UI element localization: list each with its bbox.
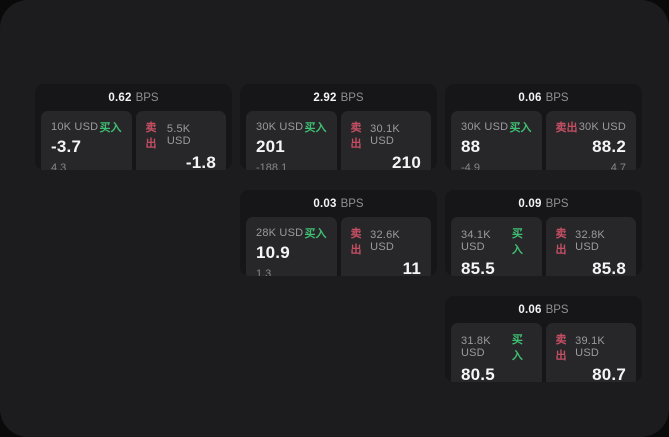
bps-value: 2.92 [313, 91, 337, 104]
pane-row: 28K USD 买入 10.9 1.3 卖出 32.6K USD 11 -1.8 [246, 217, 431, 276]
sell-price: -1.8 [185, 153, 216, 170]
sell-price: 85.8 [592, 259, 626, 276]
sell-pane-top: 卖出 32.8K USD [556, 225, 627, 257]
sell-pane-top: 卖出 39.1K USD [556, 331, 627, 363]
quote-card: 0.03 BPS 28K USD 买入 10.9 1.3 卖出 32.6K US… [240, 190, 437, 276]
bps-unit: BPS [340, 91, 364, 104]
buy-price: -3.7 [51, 137, 82, 156]
buy-pane[interactable]: 30K USD 买入 201 -188.1 [246, 111, 337, 170]
sell-side-label: 卖出 [555, 228, 567, 256]
buy-delta: -188.1 [256, 162, 288, 170]
card-header: 0.03 BPS [246, 190, 431, 217]
sell-pane-top: 卖出 30K USD [556, 119, 627, 135]
sell-price: 11 [402, 259, 421, 276]
card-header: 0.06 BPS [451, 84, 636, 111]
bps-value: 0.06 [518, 303, 542, 316]
buy-pane[interactable]: 31.8K USD 买入 80.5 -10.8 [451, 323, 542, 382]
buy-side-label: 买入 [509, 122, 532, 134]
quote-card: 0.06 BPS 30K USD 买入 88 -4.9 卖出 30K USD 8… [445, 84, 642, 170]
pane-row: 30K USD 买入 201 -188.1 卖出 30.1K USD 210 1… [246, 111, 431, 170]
buy-amount: 34.1K USD [461, 229, 491, 253]
sell-pane-top: 卖出 32.6K USD [351, 225, 422, 257]
buy-delta: 4.3 [51, 162, 67, 170]
bps-unit: BPS [545, 91, 569, 104]
buy-price: 88 [461, 137, 481, 156]
sell-amount: 39.1K USD [575, 335, 605, 359]
sell-side-label: 卖出 [145, 122, 157, 150]
bps-unit: BPS [545, 303, 569, 316]
sell-pane-top: 卖出 30.1K USD [351, 119, 422, 151]
sell-delta: 4.7 [610, 162, 626, 170]
quote-card: 2.92 BPS 30K USD 买入 201 -188.1 卖出 30.1K … [240, 84, 437, 170]
buy-pane-top: 31.8K USD 买入 [461, 331, 532, 363]
buy-amount: 30K USD [461, 121, 509, 133]
card-header: 2.92 BPS [246, 84, 431, 111]
buy-pane-top: 28K USD 买入 [256, 225, 327, 241]
buy-delta: -4.9 [461, 162, 480, 170]
buy-amount: 31.8K USD [461, 335, 491, 359]
pane-row: 30K USD 买入 88 -4.9 卖出 30K USD 88.2 4.7 [451, 111, 636, 170]
buy-price: 201 [256, 137, 285, 156]
sell-pane-top: 卖出 5.5K USD [146, 119, 217, 151]
buy-pane-top: 30K USD 买入 [461, 119, 532, 135]
sell-amount: 5.5K USD [166, 123, 191, 147]
buy-pane[interactable]: 10K USD 买入 -3.7 4.3 [41, 111, 132, 170]
quote-card: 0.06 BPS 31.8K USD 买入 80.5 -10.8 卖出 39.1… [445, 296, 642, 382]
buy-pane-top: 10K USD 买入 [51, 119, 122, 135]
bps-value: 0.62 [108, 91, 132, 104]
buy-pane-top: 34.1K USD 买入 [461, 225, 532, 257]
bps-value: 0.09 [518, 197, 542, 210]
buy-side-label: 买入 [304, 228, 327, 240]
buy-pane[interactable]: 34.1K USD 买入 85.5 -3.1 [451, 217, 542, 276]
sell-amount: 32.8K USD [575, 229, 605, 253]
quote-card: 0.62 BPS 10K USD 买入 -3.7 4.3 卖出 5.5K USD… [35, 84, 232, 170]
sell-price: 80.7 [592, 365, 626, 382]
sell-pane[interactable]: 卖出 32.6K USD 11 -1.8 [340, 217, 431, 276]
sell-amount: 32.6K USD [370, 229, 400, 253]
pane-row: 34.1K USD 买入 85.5 -3.1 卖出 32.8K USD 85.8… [451, 217, 636, 276]
buy-side-label: 买入 [511, 334, 523, 362]
card-header: 0.09 BPS [451, 190, 636, 217]
pane-row: 10K USD 买入 -3.7 4.3 卖出 5.5K USD -1.8 -2.… [41, 111, 226, 170]
buy-price: 10.9 [256, 243, 290, 262]
bps-unit: BPS [545, 197, 569, 210]
sell-side-label: 卖出 [350, 228, 362, 256]
buy-pane-top: 30K USD 买入 [256, 119, 327, 135]
buy-pane[interactable]: 28K USD 买入 10.9 1.3 [246, 217, 337, 276]
buy-side-label: 买入 [304, 122, 327, 134]
buy-amount: 10K USD [51, 121, 99, 133]
sell-pane[interactable]: 卖出 30K USD 88.2 4.7 [545, 111, 636, 170]
sell-side-label: 卖出 [555, 334, 567, 362]
card-header: 0.62 BPS [41, 84, 226, 111]
sell-pane[interactable]: 卖出 39.1K USD 80.7 10.2 [545, 323, 636, 382]
buy-delta: 1.3 [256, 268, 272, 276]
buy-side-label: 买入 [511, 228, 523, 256]
buy-pane[interactable]: 30K USD 买入 88 -4.9 [451, 111, 542, 170]
buy-amount: 28K USD [256, 227, 304, 239]
bps-unit: BPS [340, 197, 364, 210]
buy-price: 85.5 [461, 259, 495, 276]
card-header: 0.06 BPS [451, 296, 636, 323]
bps-value: 0.03 [313, 197, 337, 210]
buy-side-label: 买入 [99, 122, 122, 134]
bps-unit: BPS [135, 91, 159, 104]
sell-pane[interactable]: 卖出 30.1K USD 210 196.5 [340, 111, 431, 170]
quote-grid: 0.62 BPS 10K USD 买入 -3.7 4.3 卖出 5.5K USD… [35, 84, 642, 382]
sell-pane[interactable]: 卖出 32.8K USD 85.8 3.0 [545, 217, 636, 276]
sell-pane[interactable]: 卖出 5.5K USD -1.8 -2.6 [135, 111, 226, 170]
sell-amount: 30K USD [578, 121, 626, 133]
sell-price: 88.2 [592, 137, 626, 156]
pane-row: 31.8K USD 买入 80.5 -10.8 卖出 39.1K USD 80.… [451, 323, 636, 382]
buy-price: 80.5 [461, 365, 495, 382]
buy-amount: 30K USD [256, 121, 304, 133]
sell-amount: 30.1K USD [370, 123, 400, 147]
quote-card: 0.09 BPS 34.1K USD 买入 85.5 -3.1 卖出 32.8K… [445, 190, 642, 276]
sell-side-label: 卖出 [350, 122, 362, 150]
sell-side-label: 卖出 [555, 122, 578, 134]
sell-price: 210 [392, 153, 421, 170]
bps-value: 0.06 [518, 91, 542, 104]
